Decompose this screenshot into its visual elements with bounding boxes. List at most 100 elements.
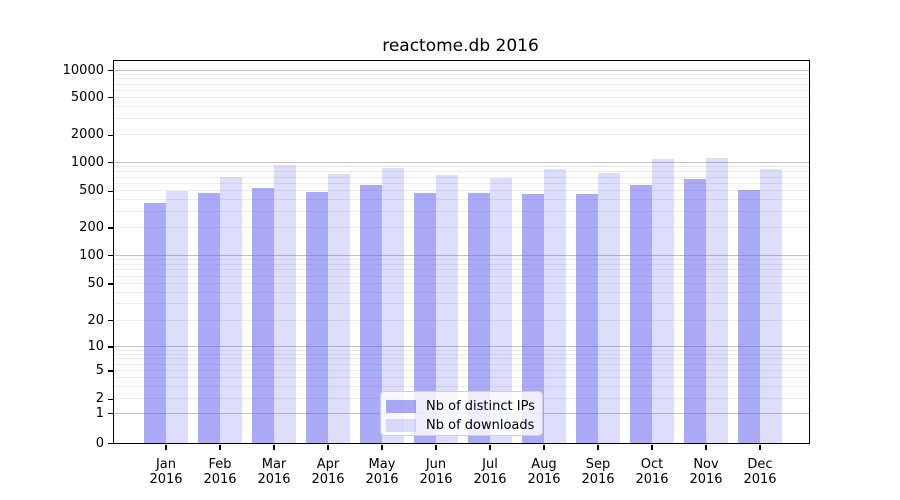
x-tick-label: Dec 2016 [730, 457, 790, 487]
plot-area [113, 60, 810, 444]
bar-downloads-oct [651, 158, 674, 443]
gridline-minor [114, 376, 809, 378]
gridline-minor [114, 291, 809, 293]
x-tick-label: Mar 2016 [244, 457, 304, 487]
bar-ips-jul [467, 193, 490, 443]
bar-ips-jan [143, 203, 166, 443]
x-tick-year: 2016 [419, 472, 453, 487]
x-tick-year: 2016 [743, 472, 777, 487]
x-tick-label: Feb 2016 [190, 457, 250, 487]
gridline-minor [114, 73, 809, 75]
bar-downloads-dec [759, 168, 782, 443]
bar-ips-dec [737, 189, 760, 443]
y-tick-mark [108, 134, 113, 136]
x-tick-year: 2016 [311, 472, 345, 487]
x-tick-label: Aug 2016 [514, 457, 574, 487]
x-tick-label: Oct 2016 [622, 457, 682, 487]
gridline-minor [114, 370, 809, 372]
x-tick-mark [273, 445, 275, 450]
legend-swatch-distinct-ips [386, 400, 416, 413]
gridline-minor [114, 190, 809, 192]
x-tick-month: Nov [693, 457, 719, 472]
bar-ips-feb [197, 193, 220, 443]
bar-downloads-jul [489, 177, 512, 443]
y-tick-mark [108, 162, 113, 164]
y-tick-label: 2 [95, 391, 104, 407]
y-tick-mark [108, 283, 113, 285]
gridline-minor [114, 166, 809, 168]
bar-downloads-aug [543, 169, 566, 443]
x-tick-label: Apr 2016 [298, 457, 358, 487]
gridline-minor [114, 319, 809, 321]
gridline-minor [114, 210, 809, 212]
gridline-minor [114, 83, 809, 85]
x-tick-label: Jan 2016 [136, 457, 196, 487]
legend-swatch-downloads [386, 419, 416, 432]
gridline-minor [114, 199, 809, 201]
bars-layer [114, 61, 809, 443]
y-tick-label: 5 [95, 363, 104, 379]
x-tick-mark [489, 445, 491, 450]
x-tick-month: Jun [425, 457, 447, 472]
y-tick-label: 5000 [70, 89, 104, 105]
x-tick-mark [165, 445, 167, 450]
x-tick-month: Dec [747, 457, 773, 472]
y-tick-label: 50 [87, 275, 104, 291]
legend-label-downloads: Nb of downloads [426, 418, 535, 433]
x-tick-month: May [368, 457, 396, 472]
x-tick-year: 2016 [203, 472, 237, 487]
x-tick-mark [381, 445, 383, 450]
y-tick-label: 0 [95, 435, 104, 451]
x-tick-year: 2016 [581, 472, 615, 487]
bar-downloads-apr [327, 173, 350, 443]
y-tick-mark [108, 190, 113, 192]
x-tick-month: Apr [316, 457, 340, 472]
x-tick-year: 2016 [149, 472, 183, 487]
gridline-minor [114, 353, 809, 355]
bar-ips-mar [251, 187, 274, 443]
y-tick-mark [108, 227, 113, 229]
bar-downloads-sep [597, 172, 620, 443]
y-tick-label: 1000 [70, 154, 104, 170]
x-tick-mark [543, 445, 545, 450]
bar-ips-jun [413, 192, 436, 443]
y-tick-label: 100 [79, 247, 104, 263]
gridline-minor [114, 89, 809, 91]
bar-downloads-mar [273, 165, 296, 443]
y-tick-mark [108, 442, 113, 445]
bar-downloads-may [381, 168, 404, 443]
x-tick-label: May 2016 [352, 457, 412, 487]
chart-title: reactome.db 2016 [382, 36, 539, 56]
y-tick-mark [108, 97, 113, 99]
x-tick-month: Feb [208, 457, 232, 472]
gridline-major [114, 346, 809, 348]
legend-label-distinct-ips: Nb of distinct IPs [426, 399, 535, 414]
gridline-minor [114, 258, 809, 260]
x-tick-month: Sep [585, 457, 611, 472]
x-tick-year: 2016 [365, 472, 399, 487]
x-tick-label: Sep 2016 [568, 457, 628, 487]
legend-entry-distinct-ips: Nb of distinct IPs [386, 399, 535, 414]
x-tick-month: Oct [640, 457, 664, 472]
gridline-minor [114, 358, 809, 360]
x-tick-month: Aug [531, 457, 557, 472]
gridline-major [114, 161, 809, 163]
bar-ips-nov [683, 178, 706, 443]
gridline-minor [114, 282, 809, 284]
gridline-major [114, 69, 809, 71]
y-tick-mark [108, 370, 113, 372]
x-tick-label: Jun 2016 [406, 457, 466, 487]
x-tick-label: Jul 2016 [460, 457, 520, 487]
x-tick-mark [651, 445, 653, 450]
gridline-minor [114, 226, 809, 228]
x-tick-month: Mar [261, 457, 287, 472]
gridline-minor [114, 96, 809, 98]
gridline-minor [114, 176, 809, 178]
gridline-minor [114, 275, 809, 277]
bar-downloads-jan [165, 190, 188, 443]
x-tick-mark [327, 445, 329, 450]
bar-ips-sep [575, 194, 598, 443]
gridline-minor [114, 78, 809, 80]
gridline-minor [114, 117, 809, 119]
